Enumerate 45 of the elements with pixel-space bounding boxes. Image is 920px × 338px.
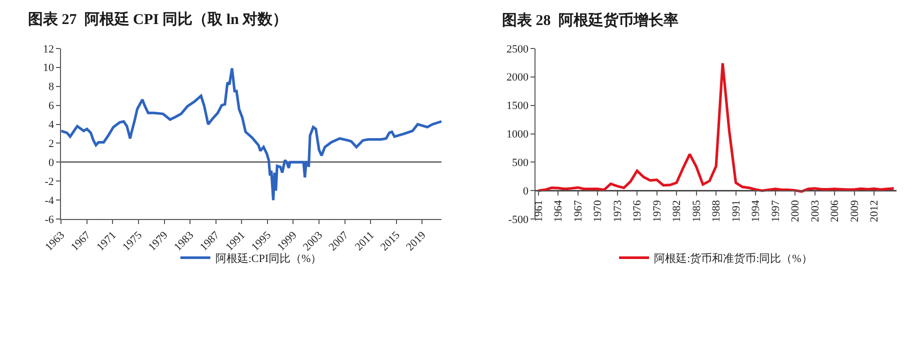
- y-tick-label: 2: [48, 138, 54, 150]
- x-tick-label: 2006: [829, 200, 842, 222]
- x-tick-label: 1973: [612, 200, 624, 222]
- y-tick-label: 1500: [506, 100, 529, 112]
- x-tick-label: 2000: [790, 200, 802, 222]
- y-tick-label: 1000: [506, 128, 529, 141]
- y-tick-label: 6: [48, 100, 54, 112]
- x-tick-label: 1994: [750, 200, 762, 222]
- x-tick-label: 1976: [632, 200, 644, 222]
- x-tick-label: 1970: [592, 200, 604, 222]
- y-tick-label: 2500: [506, 43, 529, 56]
- x-tick-label: 2009: [848, 200, 861, 222]
- y-tick-label: -4: [44, 195, 54, 207]
- y-tick-label: -500: [508, 214, 529, 226]
- line-series: [61, 67, 442, 202]
- x-tick-label: 1991: [730, 200, 742, 222]
- x-tick-label: 2012: [868, 200, 881, 222]
- x-tick-label: 1983: [172, 228, 196, 254]
- legend-label: 阿根廷:CPI同比（%）: [215, 252, 322, 265]
- y-tick-label: 0: [48, 157, 54, 170]
- x-tick-label: 1991: [224, 229, 248, 254]
- y-tick-label: 12: [42, 43, 54, 56]
- x-tick-label: 1985: [690, 200, 703, 222]
- y-tick-label: 10: [42, 62, 54, 74]
- x-tick-label: 2003: [809, 200, 822, 222]
- chart-title: 图表 28 阿根廷货币增长率: [502, 11, 678, 29]
- x-tick-label: 1988: [710, 200, 723, 222]
- y-tick-label: 500: [512, 157, 529, 170]
- x-tick-label: 2011: [352, 229, 377, 254]
- y-tick-label: 2000: [506, 72, 529, 84]
- y-tick-label: -2: [44, 176, 54, 188]
- chart-title: 图表 27 阿根廷 CPI 同比（取 ln 对数）: [28, 11, 288, 28]
- x-tick-label: 1964: [552, 200, 565, 222]
- y-tick-label: 0: [522, 186, 529, 198]
- x-tick-label: 1982: [671, 200, 684, 222]
- x-tick-label: 1961: [532, 200, 545, 222]
- x-tick-label: 1997: [770, 200, 782, 222]
- x-tick-label: 1971: [94, 229, 119, 254]
- legend-label: 阿根廷:货币和准货币:同比（%）: [654, 252, 812, 265]
- y-tick-label: 8: [48, 81, 54, 94]
- x-tick-label: 1963: [43, 228, 68, 254]
- y-tick-label: 4: [48, 119, 54, 132]
- x-tick-label: 1967: [572, 200, 584, 222]
- x-tick-label: 1979: [651, 200, 664, 222]
- y-tick-label: -6: [44, 214, 54, 226]
